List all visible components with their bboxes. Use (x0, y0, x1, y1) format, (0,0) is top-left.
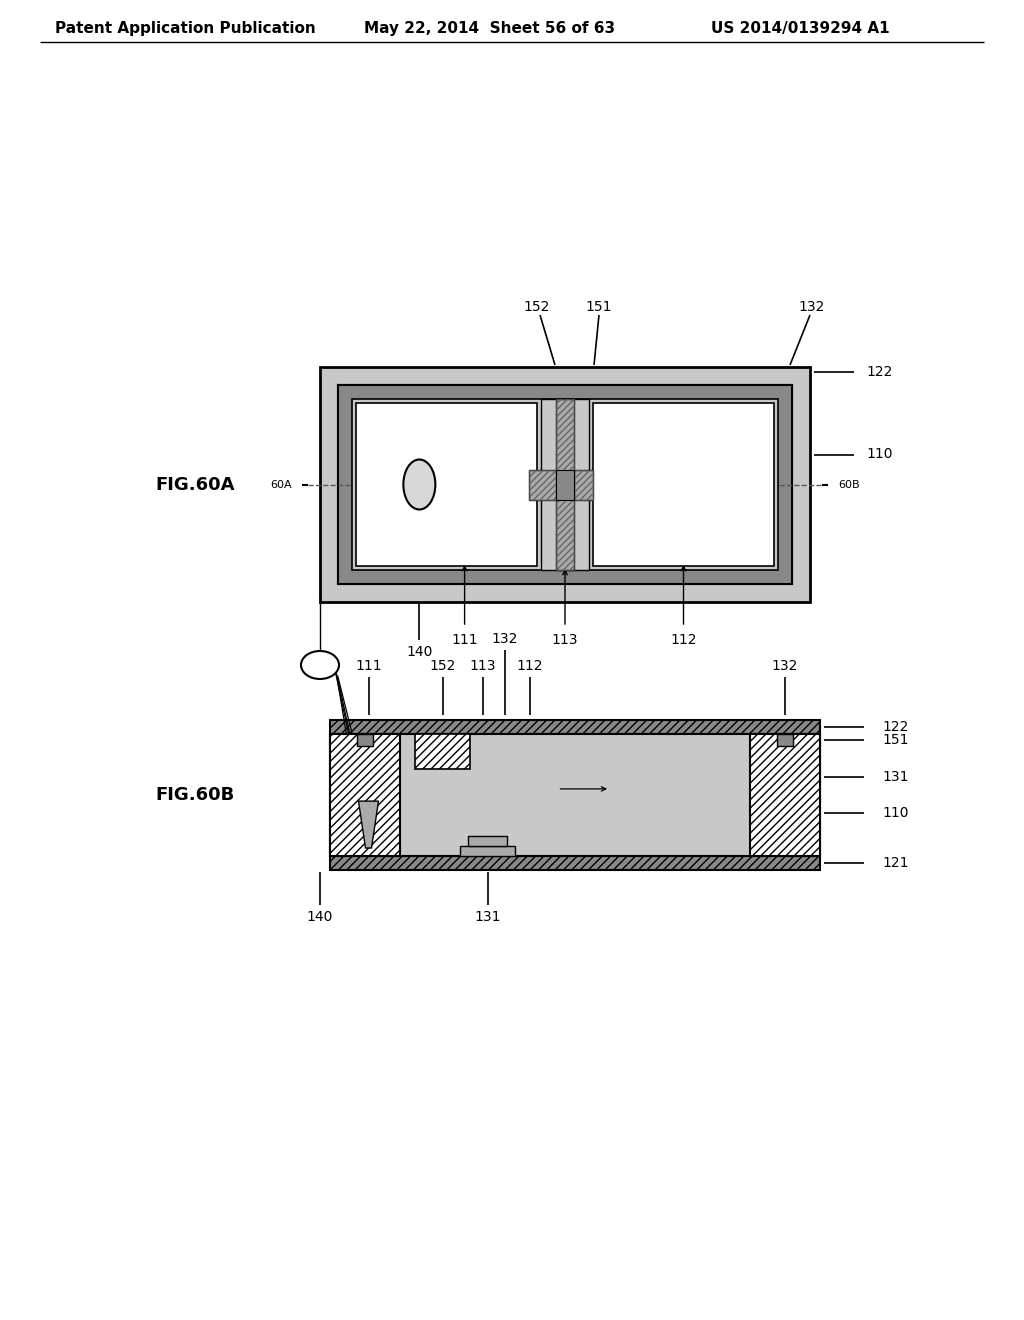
Bar (400, 734, 750, 855)
Text: 112: 112 (517, 659, 544, 673)
Polygon shape (358, 801, 379, 847)
Bar (529, 470, 593, 499)
Text: 151: 151 (882, 733, 908, 747)
Bar (319, 367, 810, 602)
Text: 113: 113 (469, 659, 496, 673)
Text: 113: 113 (552, 634, 579, 647)
Text: 132: 132 (799, 300, 825, 314)
Text: 132: 132 (492, 632, 518, 645)
Bar (529, 470, 593, 499)
Text: May 22, 2014  Sheet 56 of 63: May 22, 2014 Sheet 56 of 63 (365, 21, 615, 36)
Bar (330, 855, 820, 870)
Bar (777, 734, 793, 746)
Text: FIG.60A: FIG.60A (155, 475, 234, 494)
Bar (330, 734, 400, 855)
Text: 140: 140 (407, 645, 432, 659)
Bar (352, 399, 778, 570)
Text: 121: 121 (882, 855, 908, 870)
Text: 131: 131 (474, 909, 501, 924)
Bar (356, 403, 537, 566)
Bar (556, 399, 574, 570)
Text: Patent Application Publication: Patent Application Publication (54, 21, 315, 36)
Bar (415, 734, 470, 770)
Text: 122: 122 (882, 719, 908, 734)
Text: 111: 111 (355, 659, 382, 673)
Text: 60B: 60B (838, 479, 859, 490)
Text: 110: 110 (866, 447, 893, 462)
Bar (330, 719, 820, 734)
Text: US 2014/0139294 A1: US 2014/0139294 A1 (711, 21, 889, 36)
Text: 151: 151 (586, 300, 612, 314)
Text: 110: 110 (882, 807, 908, 820)
Bar (357, 734, 373, 746)
Bar (541, 399, 589, 570)
Bar (460, 846, 515, 855)
Bar (556, 399, 574, 570)
Text: FIG.60B: FIG.60B (155, 785, 234, 804)
Bar (330, 734, 820, 855)
Text: 112: 112 (671, 634, 696, 647)
Bar (556, 470, 574, 499)
Text: 60A: 60A (270, 479, 292, 490)
Bar (338, 385, 792, 583)
Text: 140: 140 (307, 909, 333, 924)
Bar (338, 385, 792, 583)
Ellipse shape (301, 651, 339, 678)
Text: 131: 131 (882, 770, 908, 784)
Bar (468, 836, 507, 846)
Bar (593, 403, 774, 566)
Text: 152: 152 (524, 300, 550, 314)
Text: 122: 122 (866, 366, 892, 379)
Text: 132: 132 (772, 659, 798, 673)
Ellipse shape (403, 459, 435, 510)
Text: 111: 111 (452, 634, 478, 647)
Bar (750, 734, 820, 855)
Bar (330, 734, 820, 855)
Text: 152: 152 (429, 659, 456, 673)
